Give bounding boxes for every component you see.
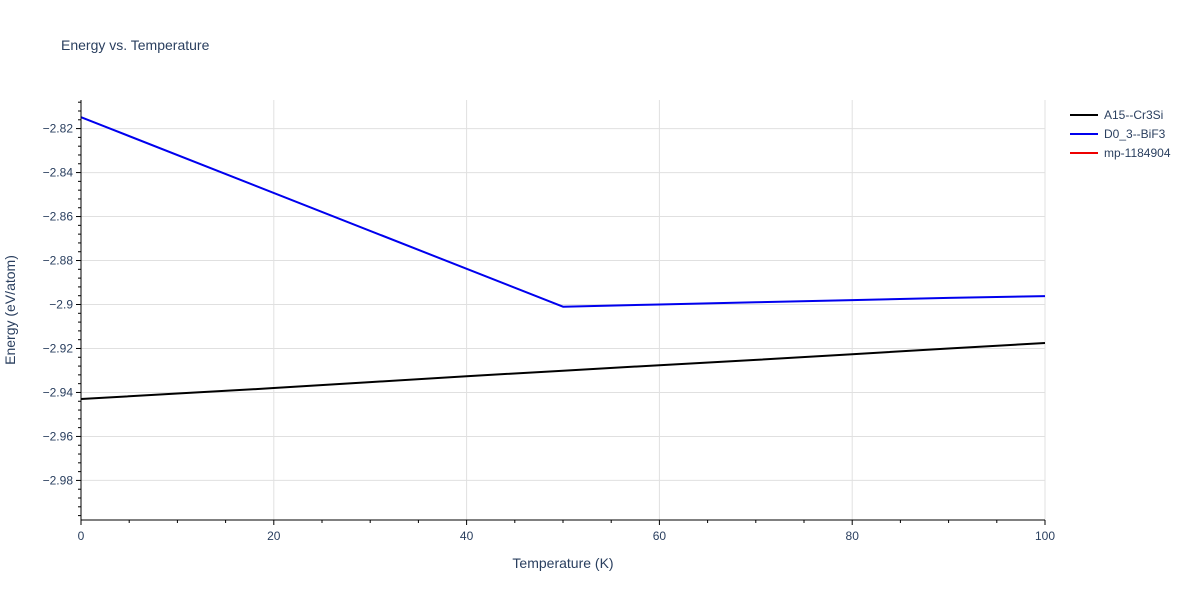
grid-layer	[81, 100, 1046, 520]
legend[interactable]: A15--Cr3Si D0_3--BiF3 mp-1184904	[1070, 108, 1171, 160]
y-tick-label: −2.96	[43, 429, 74, 443]
x-tick-label: 80	[846, 529, 860, 543]
legend-label: A15--Cr3Si	[1104, 108, 1163, 122]
chart-title: Energy vs. Temperature	[61, 37, 210, 53]
y-tick-label: −2.98	[43, 473, 74, 487]
legend-label: mp-1184904	[1104, 146, 1171, 160]
series-layer	[80, 116, 1046, 401]
x-tick-label: 100	[1035, 529, 1055, 543]
x-tick-label: 0	[78, 529, 85, 543]
series-line-d0-3-bif3[interactable]	[80, 116, 1046, 308]
y-tick-label: −2.94	[43, 385, 74, 399]
legend-label: D0_3--BiF3	[1104, 127, 1166, 141]
series-line-a15-cr3si[interactable]	[80, 341, 1046, 401]
minor-ticks	[76, 101, 1046, 525]
y-tick-label: −2.84	[43, 166, 74, 180]
x-axis-title: Temperature (K)	[512, 555, 613, 571]
x-tick-label: 60	[653, 529, 667, 543]
y-tick-label: −2.92	[43, 341, 74, 355]
x-tick-labels: 0 20 40 60 80 100	[78, 529, 1056, 543]
y-tick-label: −2.82	[43, 122, 74, 136]
x-tick-label: 40	[460, 529, 474, 543]
x-tick-label: 20	[267, 529, 281, 543]
y-tick-label: −2.9	[49, 298, 73, 312]
y-axis-title: Energy (eV/atom)	[2, 255, 18, 365]
legend-item[interactable]: mp-1184904	[1070, 146, 1171, 160]
y-tick-labels: −2.82 −2.84 −2.86 −2.88 −2.9 −2.92 −2.94 −2.96 −…	[43, 122, 74, 488]
y-tick-label: −2.86	[43, 210, 74, 224]
legend-item[interactable]: A15--Cr3Si	[1070, 108, 1163, 122]
y-tick-label: −2.88	[43, 254, 74, 268]
legend-item[interactable]: D0_3--BiF3	[1070, 127, 1166, 141]
